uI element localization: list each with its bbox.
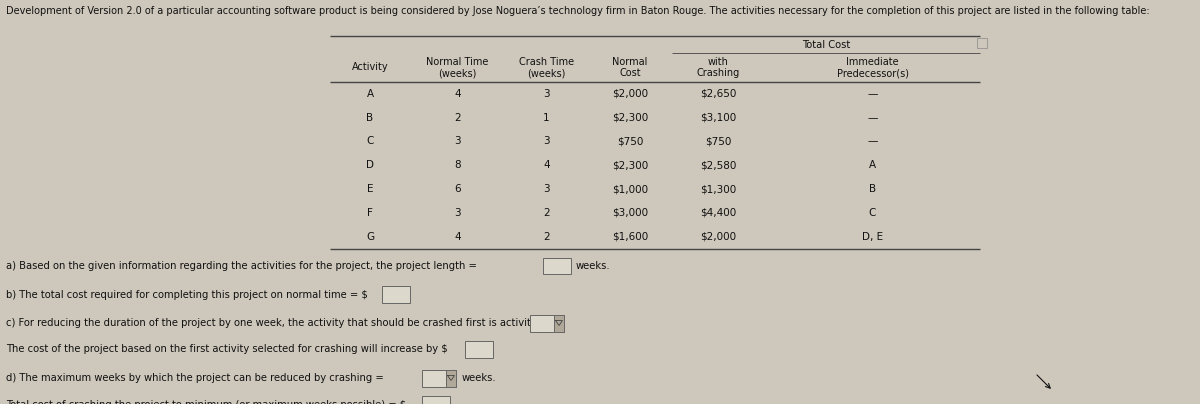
Text: d) The maximum weeks by which the project can be reduced by crashing =: d) The maximum weeks by which the projec… [6, 373, 384, 383]
Text: $1,000: $1,000 [612, 184, 648, 194]
Text: —: — [868, 113, 877, 123]
Text: 8: 8 [454, 160, 461, 170]
Text: —: — [868, 137, 877, 147]
Text: 2: 2 [544, 232, 550, 242]
FancyBboxPatch shape [542, 258, 571, 274]
Text: $1,300: $1,300 [701, 184, 737, 194]
FancyBboxPatch shape [530, 314, 564, 332]
Text: 4: 4 [544, 160, 550, 170]
Text: 6: 6 [454, 184, 461, 194]
Text: 2: 2 [544, 208, 550, 218]
Text: Normal
Cost: Normal Cost [612, 57, 648, 78]
Text: C: C [869, 208, 876, 218]
Text: $2,000: $2,000 [701, 232, 737, 242]
Text: $2,300: $2,300 [612, 113, 648, 123]
Text: 4: 4 [454, 232, 461, 242]
FancyBboxPatch shape [382, 286, 410, 303]
Text: $2,300: $2,300 [612, 160, 648, 170]
Text: Crash Time
(weeks): Crash Time (weeks) [518, 57, 574, 78]
Text: F: F [367, 208, 373, 218]
FancyBboxPatch shape [466, 341, 493, 358]
Text: $750: $750 [617, 137, 643, 147]
Text: 3: 3 [454, 137, 461, 147]
Text: Total Cost: Total Cost [802, 40, 850, 50]
Text: The cost of the project based on the first activity selected for crashing will i: The cost of the project based on the fir… [6, 345, 448, 354]
Text: —: — [868, 89, 877, 99]
Text: b) The total cost required for completing this project on normal time = $: b) The total cost required for completin… [6, 290, 368, 299]
Text: 3: 3 [544, 184, 550, 194]
Text: Immediate
Predecessor(s): Immediate Predecessor(s) [836, 57, 908, 78]
Text: with
Crashing: with Crashing [697, 57, 740, 78]
Text: B: B [366, 113, 373, 123]
Text: $750: $750 [706, 137, 732, 147]
Text: C: C [366, 137, 373, 147]
Text: $1,600: $1,600 [612, 232, 648, 242]
Text: c) For reducing the duration of the project by one week, the activity that shoul: c) For reducing the duration of the proj… [6, 318, 536, 328]
Text: D: D [366, 160, 374, 170]
FancyBboxPatch shape [977, 38, 986, 48]
Text: $2,000: $2,000 [612, 89, 648, 99]
Text: a) Based on the given information regarding the activities for the project, the : a) Based on the given information regard… [6, 261, 476, 271]
Text: weeks.: weeks. [576, 261, 611, 271]
FancyBboxPatch shape [554, 314, 564, 332]
Text: B: B [869, 184, 876, 194]
Text: $4,400: $4,400 [701, 208, 737, 218]
Text: G: G [366, 232, 374, 242]
Text: Development of Version 2.0 of a particular accounting software product is being : Development of Version 2.0 of a particul… [6, 6, 1150, 16]
Text: 1: 1 [544, 113, 550, 123]
Text: D, E: D, E [862, 232, 883, 242]
Text: E: E [367, 184, 373, 194]
Text: $3,000: $3,000 [612, 208, 648, 218]
Text: Activity: Activity [352, 63, 389, 72]
Text: 3: 3 [544, 89, 550, 99]
Text: A: A [366, 89, 373, 99]
Text: 3: 3 [454, 208, 461, 218]
Text: 2: 2 [454, 113, 461, 123]
Text: $3,100: $3,100 [701, 113, 737, 123]
Text: Normal Time
(weeks): Normal Time (weeks) [426, 57, 488, 78]
Text: $2,650: $2,650 [701, 89, 737, 99]
Text: A: A [869, 160, 876, 170]
Text: 4: 4 [454, 89, 461, 99]
FancyBboxPatch shape [422, 396, 450, 404]
Text: 3: 3 [544, 137, 550, 147]
Text: Total cost of crashing the project to minimum (or maximum weeks possible) = $: Total cost of crashing the project to mi… [6, 400, 407, 404]
FancyBboxPatch shape [446, 370, 456, 387]
FancyBboxPatch shape [422, 370, 456, 387]
Text: weeks.: weeks. [462, 373, 497, 383]
Text: $2,580: $2,580 [701, 160, 737, 170]
